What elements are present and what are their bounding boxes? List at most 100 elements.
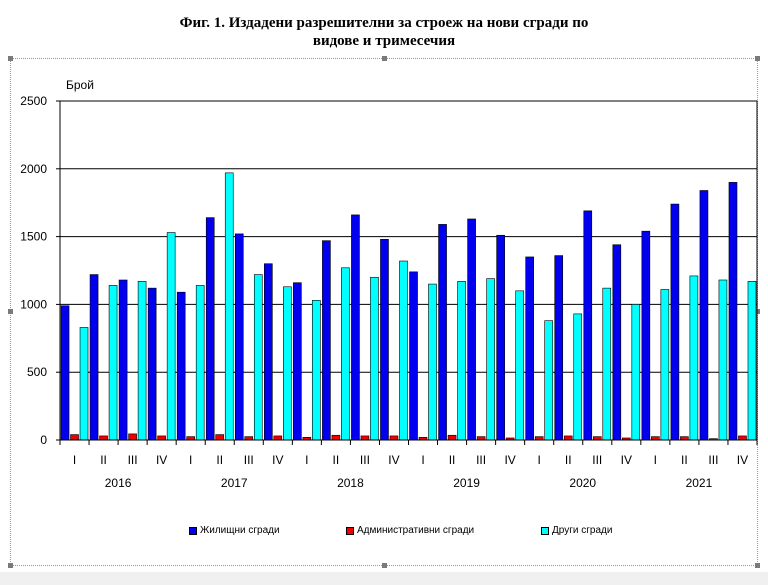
bar-residential	[60, 305, 70, 441]
x-year-label: 2021	[686, 476, 713, 490]
bar-administrative	[186, 436, 195, 441]
x-tick-label: IV	[272, 453, 283, 467]
x-tick-label: II	[681, 453, 688, 467]
x-tick-label: III	[244, 453, 254, 467]
bar-residential	[583, 210, 593, 441]
bar-other	[544, 320, 553, 441]
x-tick-label: III	[360, 453, 370, 467]
bar-administrative	[476, 436, 486, 441]
bar-administrative	[128, 433, 137, 441]
resize-handle-bottom-center[interactable]	[382, 563, 387, 568]
bar-residential	[118, 279, 128, 441]
x-tick-label: IV	[504, 453, 515, 467]
legend-label: Жилищни сгради	[200, 525, 280, 536]
x-year-label: 2016	[105, 476, 132, 490]
resize-handle-top-left[interactable]	[8, 56, 13, 61]
bar-residential	[409, 271, 418, 441]
legend-swatch	[189, 526, 197, 535]
bar-other	[428, 283, 437, 441]
bar-other	[486, 278, 495, 441]
x-tick-label: II	[216, 453, 223, 467]
x-tick-label: I	[421, 453, 424, 467]
bar-administrative	[534, 436, 544, 441]
legend-label: Други сгради	[552, 525, 613, 536]
bar-administrative	[389, 435, 399, 441]
x-tick-label: II	[100, 453, 107, 467]
bar-administrative	[447, 434, 457, 441]
y-tick-label: 1500	[20, 230, 47, 244]
bar-other	[224, 172, 234, 441]
bar-residential	[641, 230, 651, 441]
bar-residential	[234, 233, 244, 441]
chart-title-line-1: Фиг. 1. Издадени разрешителни за строеж …	[179, 15, 589, 31]
bar-other	[253, 274, 263, 441]
bar-other	[79, 327, 89, 441]
bar-other	[108, 285, 118, 441]
bar-administrative	[273, 435, 283, 441]
legend-swatch	[541, 526, 549, 535]
x-tick-label: IV	[737, 453, 748, 467]
x-tick-label: III	[476, 453, 486, 467]
bar-other	[457, 281, 466, 441]
bar-residential	[670, 203, 680, 441]
y-axis-label: Брой	[66, 78, 94, 92]
bar-other	[660, 289, 670, 441]
bar-administrative	[244, 436, 254, 441]
bar-other	[747, 281, 757, 441]
bar-administrative	[157, 435, 166, 441]
bar-administrative	[738, 435, 747, 441]
bar-other	[689, 275, 699, 441]
y-tick-label: 0	[40, 433, 47, 447]
bar-residential	[264, 263, 273, 441]
bar-residential	[496, 234, 505, 441]
bar-other	[283, 286, 292, 441]
bar-administrative	[563, 435, 573, 441]
bar-administrative	[70, 434, 79, 441]
y-tick-label: 1000	[20, 297, 47, 311]
bar-residential	[438, 224, 447, 441]
x-tick-label: III	[128, 453, 138, 467]
bar-residential	[89, 274, 99, 441]
legend-item: Други сгради	[541, 525, 612, 536]
resize-handle-middle-left[interactable]	[8, 309, 13, 314]
resize-handle-bottom-left[interactable]	[8, 563, 13, 568]
bar-residential	[554, 255, 564, 441]
chart-title: Фиг. 1. Издадени разрешителни за строеж …	[0, 14, 768, 50]
bar-administrative	[651, 436, 660, 441]
bar-residential	[351, 214, 360, 441]
bar-administrative	[680, 436, 689, 441]
y-tick-label: 2000	[20, 162, 47, 176]
bar-administrative	[99, 435, 108, 441]
resize-handle-top-right[interactable]	[755, 56, 760, 61]
y-tick-label: 500	[27, 365, 47, 379]
bar-other	[312, 300, 321, 441]
x-tick-label: I	[654, 453, 657, 467]
bar-other	[602, 287, 612, 441]
y-tick-label: 2500	[20, 94, 47, 108]
bar-other	[137, 281, 147, 441]
bar-administrative	[360, 435, 370, 441]
legend-label: Административни сгради	[357, 525, 475, 536]
bar-other	[718, 279, 728, 441]
chart-legend: Жилищни сгради Административни сгради Друг…	[0, 525, 768, 539]
bar-residential	[322, 240, 331, 441]
bar-residential	[176, 291, 186, 441]
bar-other	[166, 232, 176, 441]
bar-residential	[380, 239, 389, 441]
bar-other	[195, 285, 205, 441]
resize-handle-top-center[interactable]	[382, 56, 387, 61]
bar-residential	[147, 287, 157, 441]
x-year-label: 2019	[453, 476, 480, 490]
bar-other	[631, 304, 641, 441]
resize-handle-bottom-right[interactable]	[755, 563, 760, 568]
bar-other	[399, 260, 408, 441]
bar-administrative	[592, 436, 602, 441]
legend-item: Жилищни сгради	[189, 525, 280, 536]
bar-other	[370, 276, 379, 441]
x-tick-label: II	[565, 453, 572, 467]
bar-residential	[467, 218, 476, 441]
x-tick-label: I	[538, 453, 541, 467]
plot-area	[59, 100, 758, 441]
legend-swatch	[346, 526, 354, 535]
